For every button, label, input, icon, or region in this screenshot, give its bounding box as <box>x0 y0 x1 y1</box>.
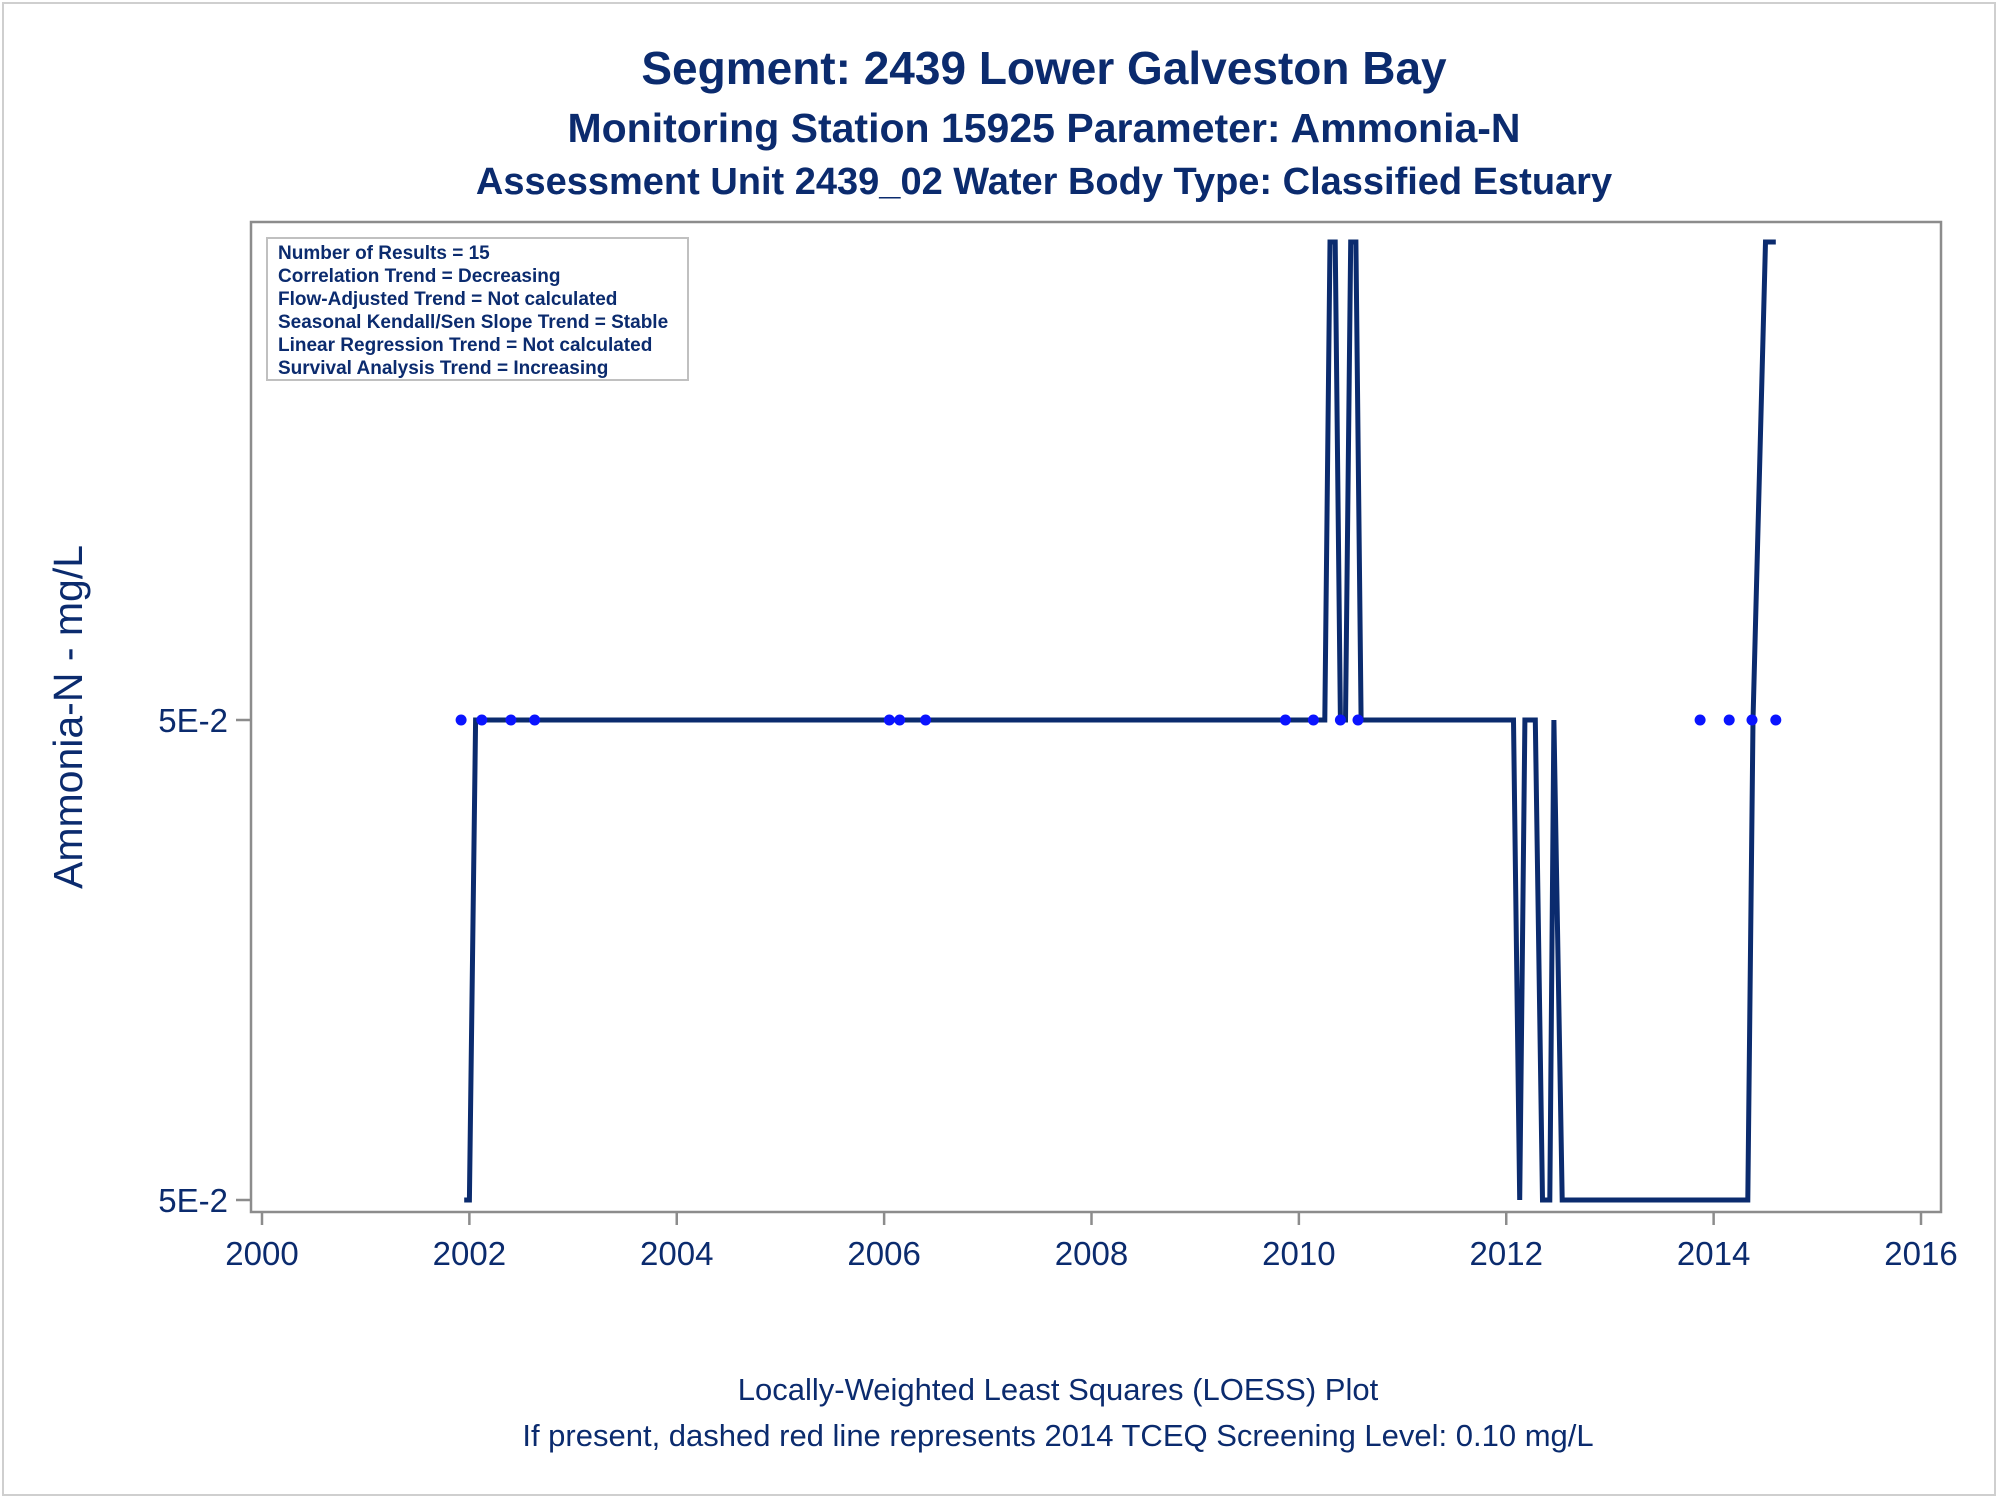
stats-box-border <box>266 237 689 381</box>
footnote-plot-type: Locally-Weighted Least Squares (LOESS) P… <box>738 1372 1379 1407</box>
chart: Segment: 2439 Lower Galveston Bay Monito… <box>45 42 1958 1453</box>
stat-seasonal-kendall-trend: Seasonal Kendall/Sen Slope Trend = Stabl… <box>278 312 668 333</box>
x-tick-label-2016: 2016 <box>1884 1235 1957 1272</box>
data-point-8 <box>1279 714 1291 726</box>
data-point-3 <box>505 714 517 726</box>
loess-line <box>464 239 1776 1203</box>
x-tick-label-2012: 2012 <box>1470 1235 1543 1272</box>
y-axis-label: Ammonia-N - mg/L <box>45 545 91 889</box>
footnote-screening-level: If present, dashed red line represents 2… <box>522 1418 1593 1453</box>
stat-correlation-trend: Correlation Trend = Decreasing <box>278 266 560 287</box>
x-tick-label-2004: 2004 <box>640 1235 713 1272</box>
stat-survival-analysis-trend: Survival Analysis Trend = Increasing <box>278 358 608 379</box>
x-tick-label-2002: 2002 <box>433 1235 506 1272</box>
x-tick-label-2010: 2010 <box>1262 1235 1335 1272</box>
data-point-11 <box>1352 714 1364 726</box>
stat-number-of-results: Number of Results = 15 <box>278 243 490 264</box>
data-point-6 <box>894 714 906 726</box>
data-point-5 <box>883 714 895 726</box>
data-point-2 <box>476 714 488 726</box>
plot-area <box>249 220 1943 1214</box>
chart-subtitle-2: Assessment Unit 2439_02 Water Body Type:… <box>476 161 1612 203</box>
chart-subtitle: Monitoring Station 15925 Parameter: Ammo… <box>567 105 1520 151</box>
data-point-15 <box>1770 714 1782 726</box>
chart-title: Segment: 2439 Lower Galveston Bay <box>641 42 1447 94</box>
data-point-1 <box>455 714 467 726</box>
x-axis: 2000 2002 2004 2006 2008 2010 2012 2014 2016 <box>225 1212 1958 1272</box>
data-point-14 <box>1746 714 1758 726</box>
x-tick-label-2008: 2008 <box>1055 1235 1128 1272</box>
x-tick-label-2000: 2000 <box>225 1235 298 1272</box>
data-point-10 <box>1334 714 1346 726</box>
data-point-12 <box>1694 714 1706 726</box>
stat-flow-adjusted-trend: Flow-Adjusted Trend = Not calculated <box>278 289 617 310</box>
y-axis: 5E-2 5E-2 Ammonia-N - mg/L <box>45 545 251 1219</box>
data-points <box>455 714 1782 726</box>
y-tick-label-lower: 5E-2 <box>158 1182 228 1219</box>
data-point-9 <box>1307 714 1319 726</box>
y-tick-label-upper: 5E-2 <box>158 702 228 739</box>
data-point-7 <box>920 714 932 726</box>
loess-curve <box>464 239 1776 1203</box>
stats-box: Number of Results = 15 Correlation Trend… <box>266 237 689 381</box>
stat-linear-regression-trend: Linear Regression Trend = Not calculated <box>278 335 652 356</box>
x-tick-label-2006: 2006 <box>847 1235 920 1272</box>
data-point-13 <box>1723 714 1735 726</box>
data-point-4 <box>529 714 541 726</box>
x-tick-label-2014: 2014 <box>1677 1235 1750 1272</box>
